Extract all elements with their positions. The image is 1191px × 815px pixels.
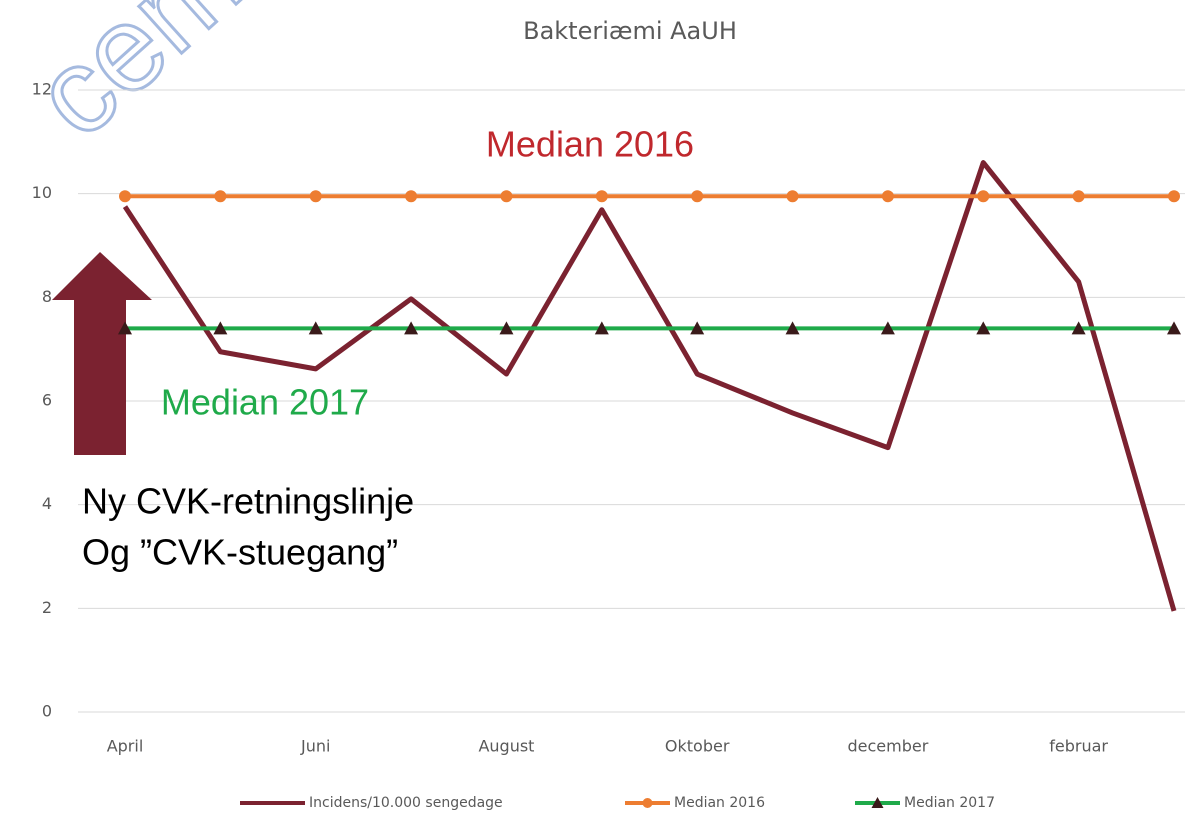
marker (690, 321, 705, 335)
marker (119, 190, 131, 203)
legend-label: Incidens/10.000 sengedage (309, 795, 503, 811)
marker (500, 190, 513, 203)
annotation: Og ”CVK-stuegang” (82, 532, 398, 573)
x-tick-label: Oktober (665, 737, 730, 756)
marker (214, 190, 227, 203)
marker (976, 321, 991, 335)
y-tick-label: 12 (32, 80, 52, 99)
marker (404, 321, 419, 335)
y-tick-label: 10 (32, 183, 52, 202)
marker (786, 190, 799, 203)
marker (309, 190, 322, 203)
annotation: Ny CVK-retningslinje (82, 481, 414, 522)
x-tick-label: december (848, 737, 929, 756)
marker (1072, 190, 1085, 203)
marker (308, 321, 323, 335)
marker (1167, 321, 1181, 335)
marker (594, 321, 609, 335)
arrow (52, 252, 152, 455)
legend-marker (871, 797, 884, 808)
y-tick-label: 0 (42, 702, 52, 721)
x-tick-label: februar (1049, 737, 1108, 756)
y-tick-label: 2 (42, 598, 52, 617)
legend-label: Median 2017 (904, 795, 995, 811)
legend-marker (642, 798, 653, 808)
marker (977, 190, 990, 203)
y-tick-label: 6 (42, 391, 52, 410)
marker (595, 190, 608, 203)
marker (880, 321, 895, 335)
y-tick-label: 8 (42, 287, 52, 306)
x-tick-label: August (478, 737, 534, 756)
marker (499, 321, 514, 335)
marker (785, 321, 800, 335)
watermark: cember 2 (9, 0, 470, 163)
x-tick-label: April (107, 737, 144, 756)
marker (1168, 190, 1180, 203)
annotation: Median 2016 (486, 124, 694, 165)
marker (118, 321, 132, 335)
marker (1071, 321, 1086, 335)
series-line (122, 160, 1177, 612)
marker (881, 190, 894, 203)
annotation: Median 2017 (161, 382, 369, 423)
chart-title: Bakteriæmi AaUH (523, 17, 737, 45)
marker (213, 321, 228, 335)
marker (691, 190, 704, 203)
y-tick-label: 4 (42, 494, 52, 513)
legend-label: Median 2016 (674, 795, 765, 811)
marker (405, 190, 418, 203)
x-tick-label: Juni (300, 737, 330, 756)
